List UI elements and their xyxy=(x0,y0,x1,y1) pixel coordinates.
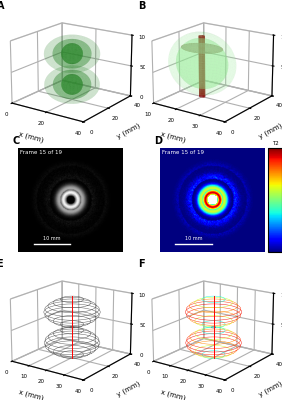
Y-axis label: y (mm): y (mm) xyxy=(116,122,141,140)
Text: Frame 15 of 19: Frame 15 of 19 xyxy=(20,150,62,155)
Text: A: A xyxy=(0,1,4,11)
Y-axis label: y (mm): y (mm) xyxy=(257,380,282,398)
X-axis label: x (mm): x (mm) xyxy=(160,131,186,144)
Text: Frame 15 of 19: Frame 15 of 19 xyxy=(162,150,204,155)
X-axis label: x (mm): x (mm) xyxy=(18,389,45,400)
Y-axis label: y (mm): y (mm) xyxy=(116,380,141,398)
Text: F: F xyxy=(138,260,145,270)
X-axis label: x (mm): x (mm) xyxy=(18,131,45,144)
X-axis label: x (mm): x (mm) xyxy=(160,389,186,400)
Text: C: C xyxy=(13,136,20,146)
Y-axis label: y (mm): y (mm) xyxy=(257,122,282,140)
Text: D: D xyxy=(154,136,162,146)
Text: 10 mm: 10 mm xyxy=(43,236,61,241)
Text: 10 mm: 10 mm xyxy=(185,236,202,241)
Text: E: E xyxy=(0,260,3,270)
Text: B: B xyxy=(138,1,146,11)
